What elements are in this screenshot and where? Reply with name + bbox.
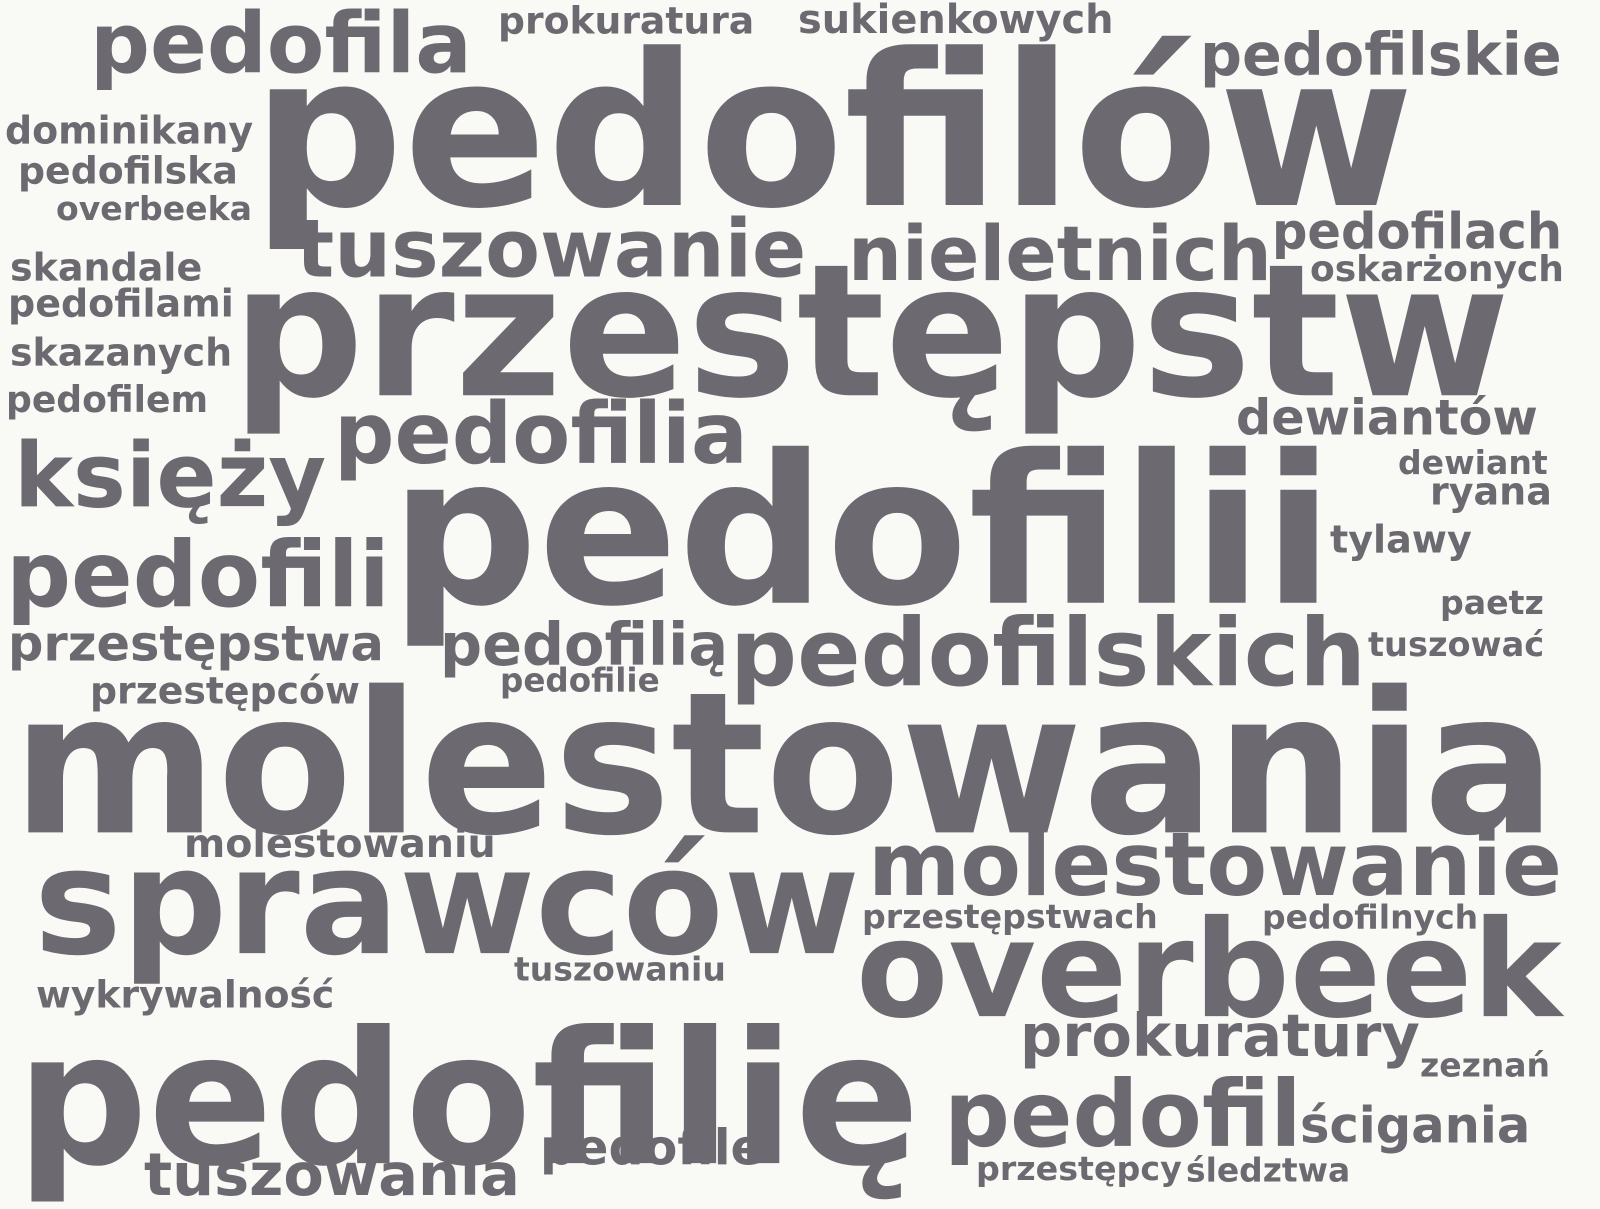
word-pedofili: pedofili bbox=[6, 523, 390, 629]
word-paetz: paetz bbox=[1440, 583, 1544, 623]
word-dominikany: dominikany bbox=[5, 108, 254, 153]
word-pedofil: pedofil bbox=[944, 1060, 1302, 1169]
word-molestowaniu: molestowaniu bbox=[184, 821, 496, 868]
word-prokuratury: prokuratury bbox=[1020, 1000, 1420, 1070]
word-pedofilnych: pedofilnych bbox=[1262, 897, 1479, 937]
word-pedofilii: pedofilii bbox=[390, 410, 1334, 652]
word-nieletnich: nieletnich bbox=[848, 209, 1272, 298]
word-sukienkowych: sukienkowych bbox=[798, 0, 1114, 43]
word-pedofila: pedofila bbox=[90, 0, 472, 93]
word-overbeeka: overbeeka bbox=[56, 189, 252, 229]
word-pedofilach: pedofilach bbox=[1272, 202, 1563, 261]
word-scigania: ścigania bbox=[1300, 1096, 1531, 1155]
word-sledztwa: śledztwa bbox=[1186, 1150, 1351, 1190]
word-pedofilia: pedofilia bbox=[334, 385, 748, 484]
word-ryana: ryana bbox=[1430, 469, 1552, 514]
word-pedofilami: pedofilami bbox=[8, 281, 234, 326]
word-pedofilie: pedofilie bbox=[500, 661, 660, 700]
word-skandale: skandale bbox=[10, 245, 203, 290]
word-pedofilska: pedofilska bbox=[18, 148, 238, 193]
word-prokuratura: prokuratura bbox=[498, 0, 755, 43]
word-przestepstwa: przestępstwa bbox=[8, 614, 384, 673]
word-pedofilskie: pedofilskie bbox=[1200, 21, 1562, 90]
word-pedofilem: pedofilem bbox=[6, 378, 209, 421]
word-dewiantow: dewiantów bbox=[1236, 388, 1538, 447]
word-dewiant: dewiant bbox=[1398, 443, 1548, 483]
word-przestepcow: przestępców bbox=[90, 668, 360, 713]
word-pedofile: pedofile bbox=[540, 1118, 764, 1177]
word-overbeek: overbeek bbox=[856, 891, 1562, 1049]
word-oskarzonych: oskarżonych bbox=[1310, 248, 1564, 290]
word-tuszowania: tuszowania bbox=[144, 1140, 520, 1209]
word-tuszowanie: tuszowanie bbox=[296, 202, 807, 296]
word-zeznan: zeznań bbox=[1420, 1045, 1551, 1085]
word-pedofilia: pedofilią bbox=[440, 610, 729, 680]
word-przestepcy: przestępcy bbox=[976, 1149, 1182, 1189]
word-molestowanie: molestowanie bbox=[868, 812, 1562, 916]
word-skazanych: skazanych bbox=[10, 330, 233, 375]
word-wykrywalnosc: wykrywalność bbox=[36, 972, 335, 1017]
word-tuszowac: tuszować bbox=[1368, 624, 1545, 664]
word-pedofilskich: pedofilskich bbox=[730, 598, 1367, 708]
word-przestepstw: przestępstw bbox=[232, 225, 1510, 440]
word-ksiezy: księży bbox=[14, 424, 327, 528]
word-tuszowaniu: tuszowaniu bbox=[514, 949, 726, 989]
word-pedofilie: pedofilię bbox=[16, 993, 920, 1208]
word-molestowania: molestowania bbox=[12, 650, 1557, 880]
word-pedofilow: pedofilów bbox=[252, 8, 1415, 255]
word-tylawy: tylawy bbox=[1330, 517, 1472, 562]
word-przestepstwach: przestępstwach bbox=[862, 897, 1158, 937]
word-sprawcow: sprawców bbox=[34, 816, 860, 989]
